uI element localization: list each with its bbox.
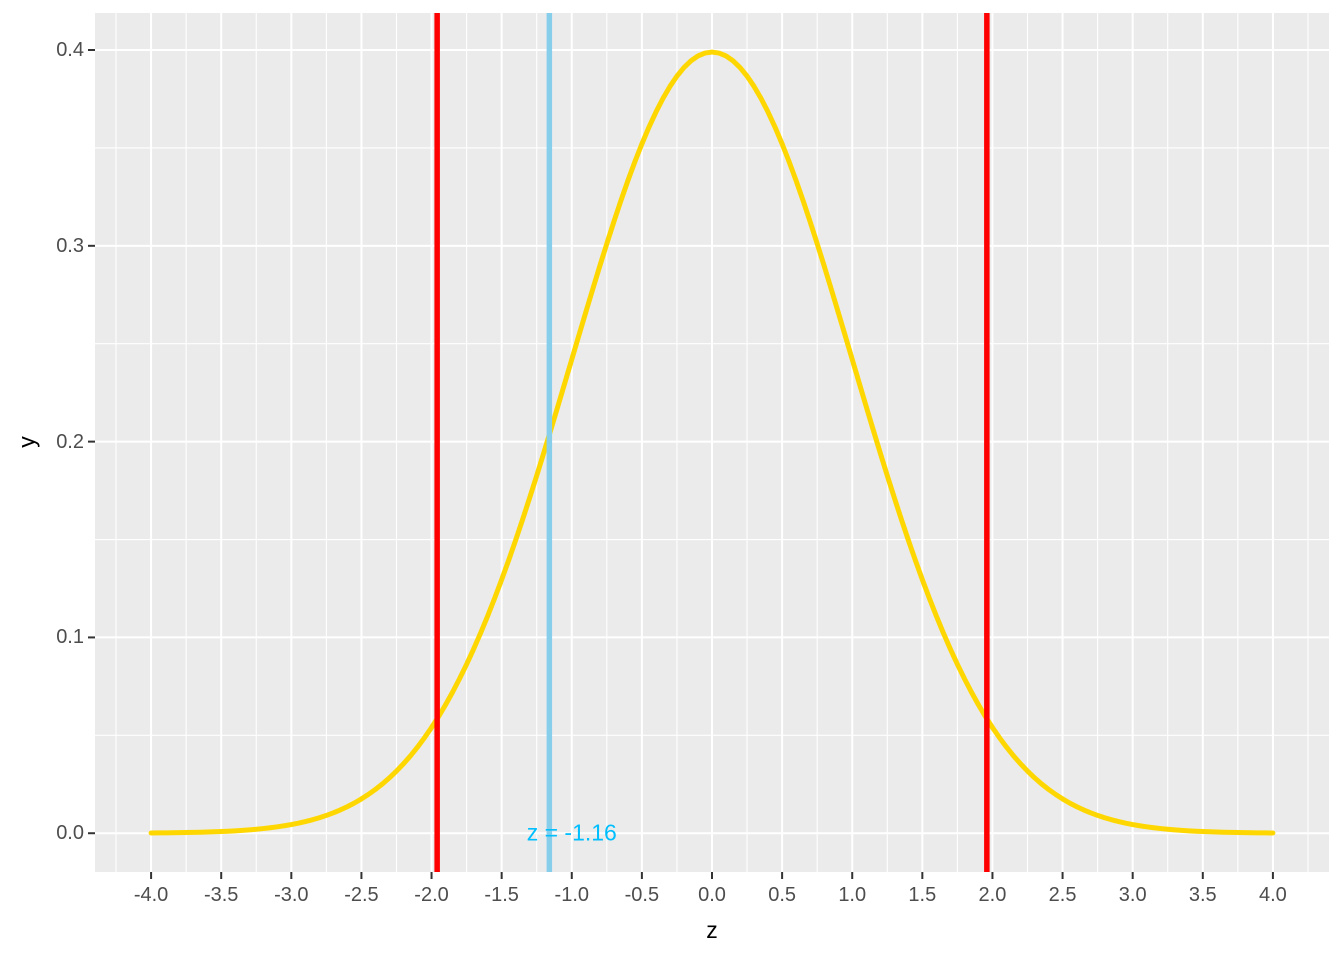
- x-tick-label: -2.0: [414, 884, 449, 906]
- x-tick-label: 2.0: [978, 884, 1007, 906]
- x-tick-label: -4.0: [133, 884, 169, 906]
- x-tick-label: 3.5: [1188, 884, 1217, 906]
- x-tick-label: -3.0: [274, 884, 309, 906]
- annotation-label: z = -1.16: [526, 819, 617, 846]
- x-tick-label: 2.5: [1048, 884, 1077, 906]
- y-tick-label: 0.4: [56, 39, 84, 61]
- x-tick-label: 0.0: [698, 884, 726, 906]
- x-axis-title: z: [706, 917, 718, 943]
- y-tick-label: 0.3: [56, 234, 84, 257]
- y-axis-title: y: [13, 436, 40, 448]
- x-tick-label: -0.5: [624, 884, 660, 906]
- x-tick-label: 1.5: [908, 884, 937, 906]
- y-tick-label: 0.0: [56, 822, 84, 845]
- x-tick-label: 4.0: [1259, 884, 1287, 906]
- y-tick-label: 0.1: [56, 626, 84, 649]
- x-tick-label: -1.0: [554, 884, 589, 906]
- normal-curve: [148, 49, 1276, 836]
- x-tick-label: -3.5: [203, 884, 239, 906]
- x-tick-label: -1.5: [484, 884, 519, 906]
- x-tick-label: -2.5: [344, 884, 379, 906]
- x-tick-label: 3.0: [1118, 884, 1147, 906]
- x-tick-label: 1.0: [838, 884, 867, 906]
- y-tick-label: 0.2: [56, 430, 84, 453]
- x-tick-label: 0.5: [768, 884, 797, 906]
